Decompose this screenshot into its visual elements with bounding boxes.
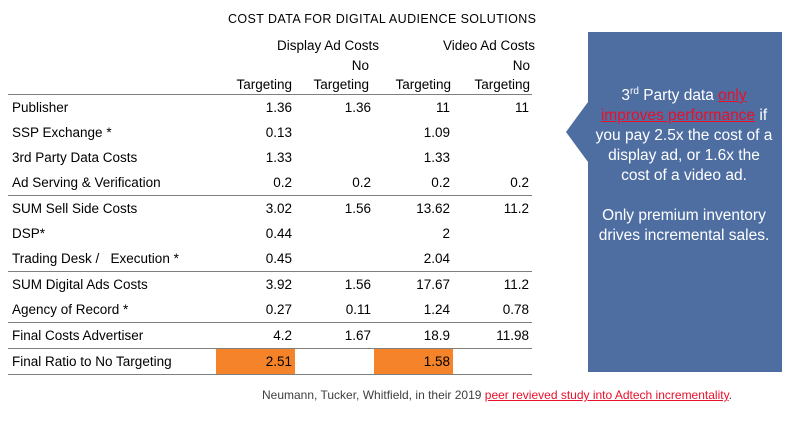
citation-end: . [728,388,733,402]
callout-text: 3rd Party data only improves performance… [592,86,776,246]
video-targeting-value: 17.67 [374,271,453,297]
display-no-targeting-value: 1.56 [295,271,374,297]
callout-number: 3 [621,87,630,104]
table-row: Agency of Record * 0.27 0.11 1.24 0.78 [8,297,532,323]
table-row: DSP* 0.44 2 [8,221,532,246]
display-no-targeting-value: 1.36 [295,94,374,120]
video-no-targeting-value: 0.2 [510,175,529,190]
video-no-targeting-value [453,145,532,170]
table-row: SSP Exchange * 0.13 1.09 [8,120,532,145]
display-no-label: No [351,58,369,73]
study-link[interactable]: peer revieved study into Adtech incremen… [484,388,729,402]
display-no-targeting-value: 1.56 [295,195,374,221]
video-ratio-highlight: 1.58 [374,348,453,375]
callout-conclusion: Only premium inventory drives incrementa… [598,207,770,244]
row-label: SSP Exchange * [12,125,112,140]
video-targeting-value: 11 [374,94,453,120]
row-label: Agency of Record * [12,302,129,317]
row-label: 3rd Party Data Costs [12,150,138,165]
table-row: Final Costs Advertiser 4.2 1.67 18.9 11.… [8,322,532,349]
video-no-targeting-value: 0.78 [502,302,529,317]
row-label: Ad Serving & Verification [12,175,161,190]
video-targeting-value: 18.9 [374,322,453,349]
display-targeting-header: Targeting [236,77,292,92]
video-targeting-header: Targeting [395,77,451,92]
row-label: DSP* [12,226,46,241]
display-targeting-value: 0.27 [265,302,292,317]
display-no-targeting-value: 0.2 [352,175,371,190]
row-label: SUM Sell Side Costs [8,195,216,221]
row-label: Final Ratio to No Targeting [8,348,216,375]
callout-claim: 3rd Party data only improves performance… [592,86,776,186]
table-title: COST DATA FOR DIGITAL AUDIENCE SOLUTIONS [228,12,537,26]
row-label: Final Costs Advertiser [8,322,216,349]
display-targeting-value: 1.33 [265,150,292,165]
video-no-targeting-header: Targeting [474,77,530,92]
table-row: Publisher 1.36 1.36 11 11 [8,94,532,120]
display-ratio-highlight: 2.51 [216,348,295,375]
video-no-targeting-value [453,246,532,272]
video-targeting-value: 2 [442,226,450,241]
video-targeting-value: 13.62 [374,195,453,221]
display-targeting-value: 3.02 [216,195,295,221]
table-row: Final Ratio to No Targeting 2.51 1.58 [8,348,532,375]
display-targeting-value: 0.13 [265,125,292,140]
video-targeting-value: 0.2 [431,175,450,190]
display-targeting-value: 0.44 [265,226,292,241]
cost-table: Publisher 1.36 1.36 11 11 SSP Exchange *… [8,94,532,375]
callout-superscript: rd [630,85,639,97]
row-label: Publisher [8,94,216,120]
display-targeting-value: 0.2 [273,175,292,190]
table-row: SUM Sell Side Costs 3.02 1.56 13.62 11.2 [8,195,532,221]
video-no-targeting-value: 11 [453,94,532,120]
table-row: SUM Digital Ads Costs 3.92 1.56 17.67 11… [8,271,532,297]
video-no-targeting-value: 11.98 [453,322,532,349]
display-targeting-value: 3.92 [216,271,295,297]
display-no-targeting-header: Targeting [313,77,369,92]
callout-highlight-text: only improves performance [600,87,756,124]
video-no-targeting-value [453,120,532,145]
table-row: Ad Serving & Verification 0.2 0.2 0.2 0.… [8,170,532,196]
video-targeting-value: 2.04 [423,251,450,266]
video-no-targeting-value [453,221,532,246]
video-targeting-value: 1.09 [423,125,450,140]
display-targeting-value: 4.2 [216,322,295,349]
video-targeting-value: 1.33 [423,150,450,165]
video-no-targeting-value: 11.2 [453,195,532,221]
table-row: Trading Desk / Execution * 0.45 2.04 [8,246,532,272]
citation: Neumann, Tucker, Whitfield, in their 201… [262,388,732,402]
video-targeting-value: 1.24 [423,302,450,317]
display-no-targeting-value [295,120,374,145]
citation-text: Neumann, Tucker, Whitfield, in their 201… [262,388,485,402]
callout-text-b: if you pay 2.5x the cost of a display ad… [595,107,773,184]
display-no-targeting-value: 0.11 [345,302,371,317]
display-no-targeting-value [295,246,374,272]
callout-text-a: Party data [638,87,719,104]
table-row: 3rd Party Data Costs 1.33 1.33 [8,145,532,170]
display-no-targeting-value [295,145,374,170]
video-ad-costs-header: Video Ad Costs [443,38,536,53]
callout-shape [566,32,782,372]
display-no-targeting-value [295,221,374,246]
row-label: Trading Desk / Execution * [12,251,179,266]
display-no-targeting-value [295,348,374,375]
display-no-targeting-value: 1.67 [295,322,374,349]
video-no-label: No [512,58,530,73]
display-ad-costs-header: Display Ad Costs [277,38,380,53]
display-targeting-value: 1.36 [216,94,295,120]
callout-box: 3rd Party data only improves performance… [566,32,782,372]
row-label: SUM Digital Ads Costs [8,271,216,297]
video-no-targeting-value [453,348,532,375]
display-targeting-value: 0.45 [265,251,292,266]
video-no-targeting-value: 11.2 [453,271,532,297]
